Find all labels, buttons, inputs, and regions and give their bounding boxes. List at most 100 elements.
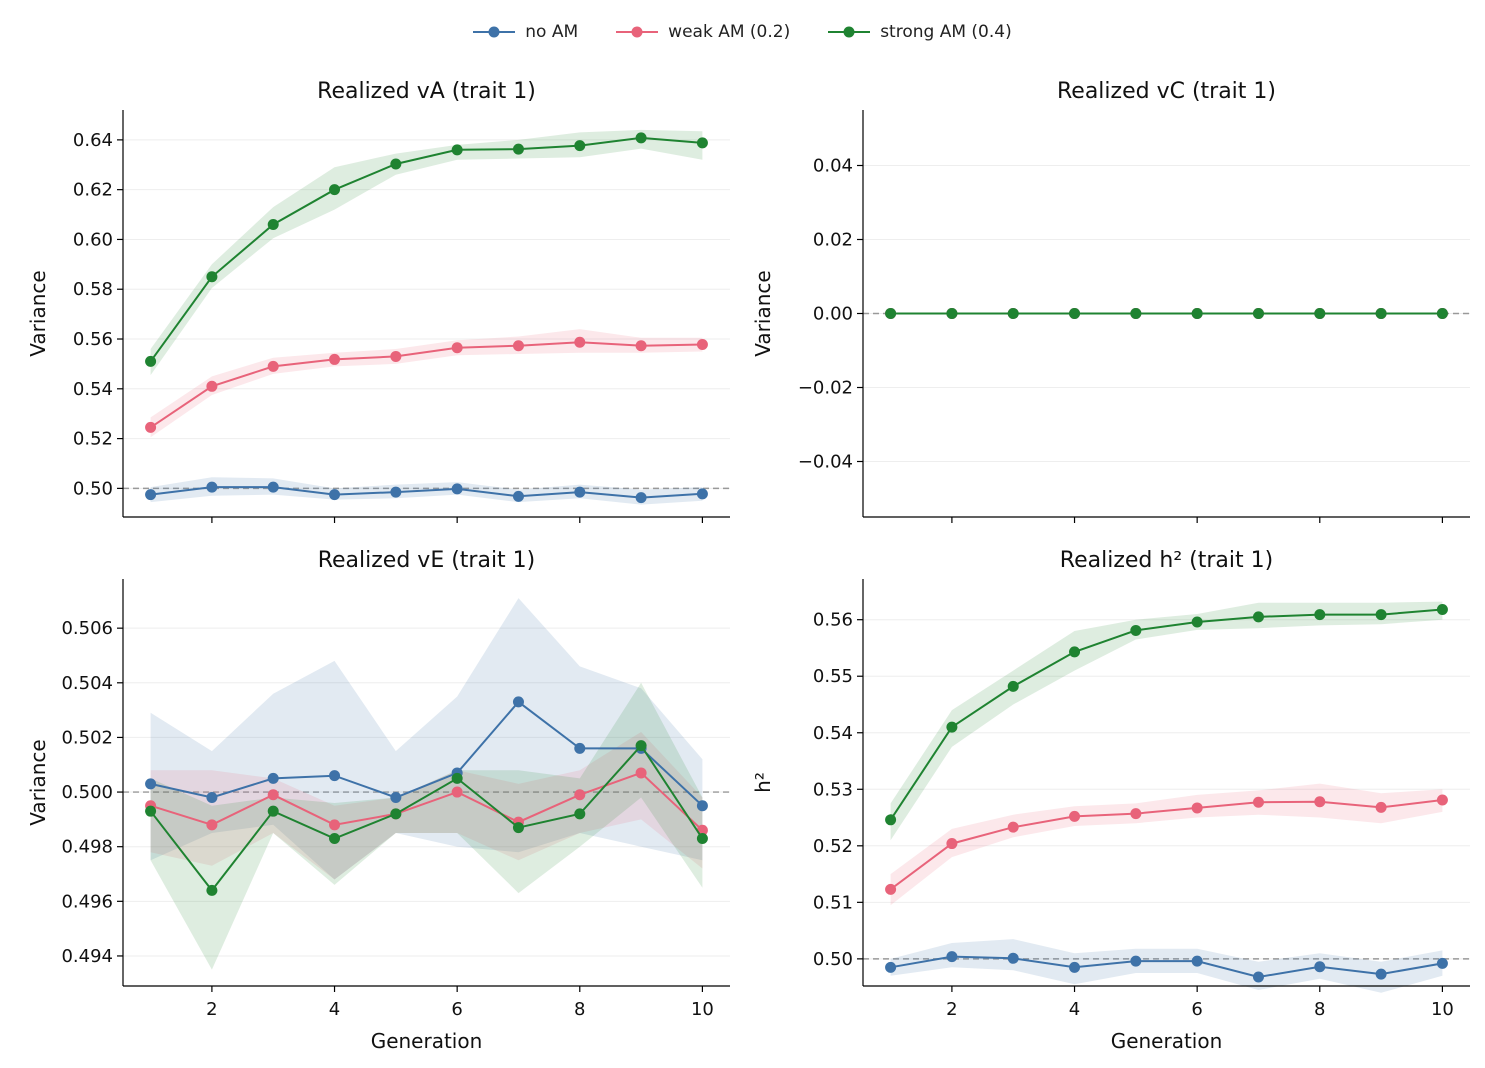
y-tick-label-ve-4: 0.502 <box>61 727 113 748</box>
point-h2-weak-am-10 <box>1436 794 1448 806</box>
legend-item-weak-am: weak AM (0.2) <box>616 22 790 42</box>
point-ve-strong-am-6 <box>451 772 463 784</box>
legend-swatch-weak-am <box>616 26 659 38</box>
point-va-strong-am-6 <box>451 144 463 156</box>
y-tick-label-va-4: 0.58 <box>73 279 113 300</box>
point-h2-weak-am-1 <box>885 883 897 895</box>
point-ve-no-am-10 <box>696 800 708 812</box>
y-tick-label-ve-2: 0.498 <box>61 837 113 858</box>
line-va-weak-am <box>150 341 703 429</box>
panel-va: 0.50 0.52 0.54 0.56 0.58 0.60 0.62 0.64 Realized… <box>26 79 730 523</box>
point-h2-strong-am-6 <box>1191 616 1203 628</box>
point-va-weak-am-10 <box>696 338 708 350</box>
point-h2-weak-am-7 <box>1252 796 1264 808</box>
y-tick-label-h2-5: 0.55 <box>813 666 853 687</box>
point-ve-weak-am-8 <box>574 789 586 801</box>
band-h2-strong-am <box>890 601 1443 841</box>
point-h2-no-am-8 <box>1314 961 1326 973</box>
y-tick-label-ve-0: 0.494 <box>61 946 113 967</box>
point-vc-strong-am-5 <box>1130 308 1142 319</box>
y-tick-label-vc-2: 0.00 <box>813 304 853 325</box>
point-h2-strong-am-10 <box>1436 604 1448 616</box>
y-tick-label-ve-6: 0.506 <box>61 618 113 639</box>
point-va-strong-am-9 <box>635 132 647 144</box>
point-va-weak-am-7 <box>512 340 524 352</box>
point-va-strong-am-3 <box>267 219 279 231</box>
point-h2-weak-am-9 <box>1375 801 1387 813</box>
point-h2-no-am-6 <box>1191 955 1203 967</box>
point-vc-strong-am-6 <box>1191 308 1203 319</box>
y-tick-label-vc-3: 0.02 <box>813 230 853 251</box>
point-ve-weak-am-4 <box>329 819 341 831</box>
point-h2-no-am-2 <box>946 951 958 963</box>
point-h2-strong-am-1 <box>885 814 897 826</box>
x-axis-label-h2: Generation <box>1111 1029 1223 1053</box>
point-ve-strong-am-4 <box>329 832 341 844</box>
point-h2-strong-am-7 <box>1252 611 1264 623</box>
point-vc-strong-am-10 <box>1436 308 1448 319</box>
y-tick-label-h2-0: 0.50 <box>813 949 853 970</box>
point-va-weak-am-6 <box>451 342 463 354</box>
line-ve-no-am <box>150 700 704 807</box>
y-tick-label-va-6: 0.62 <box>73 180 113 201</box>
point-va-no-am-7 <box>512 490 524 502</box>
point-va-weak-am-1 <box>145 421 157 433</box>
point-ve-no-am-3 <box>267 772 279 784</box>
legend-swatch-no-am <box>473 26 516 38</box>
x-tick-label-ve-0: 2 <box>206 999 217 1020</box>
point-h2-strong-am-4 <box>1069 646 1081 658</box>
point-ve-no-am-8 <box>574 742 586 754</box>
point-va-no-am-4 <box>329 489 341 501</box>
point-h2-strong-am-2 <box>946 721 958 733</box>
point-h2-no-am-5 <box>1130 955 1142 967</box>
point-va-weak-am-2 <box>206 380 218 392</box>
point-va-strong-am-4 <box>329 184 341 196</box>
legend-swatch-strong-am <box>828 26 871 38</box>
x-tick-label-h2-3: 8 <box>1314 999 1325 1020</box>
legend-label-no-am: no AM <box>525 22 579 42</box>
x-tick-label-h2-4: 10 <box>1431 999 1454 1020</box>
x-axis-label-ve: Generation <box>371 1029 483 1053</box>
line-ve-weak-am <box>150 771 704 832</box>
panel-vc: −0.04 −0.02 0.00 0.02 0.04 Realized vC (trait… <box>751 79 1470 523</box>
point-va-weak-am-3 <box>267 360 279 372</box>
y-axis-label-h2: h² <box>751 772 775 793</box>
y-tick-label-va-7: 0.64 <box>73 130 113 151</box>
point-h2-weak-am-8 <box>1314 796 1326 808</box>
point-ve-strong-am-5 <box>390 808 402 820</box>
point-ve-strong-am-8 <box>574 808 586 820</box>
point-va-weak-am-9 <box>635 340 647 352</box>
y-tick-label-h2-6: 0.56 <box>813 610 853 631</box>
line-va-no-am <box>150 486 703 499</box>
y-tick-label-va-5: 0.60 <box>73 229 113 250</box>
y-tick-label-va-1: 0.52 <box>73 429 113 450</box>
point-va-no-am-9 <box>635 492 647 504</box>
x-tick-label-h2-2: 6 <box>1191 999 1202 1020</box>
point-h2-strong-am-3 <box>1007 680 1019 692</box>
line-ve-strong-am <box>149 743 704 893</box>
point-ve-no-am-4 <box>329 770 341 782</box>
x-tick-label-ve-4: 10 <box>691 999 714 1020</box>
band-h2-weak-am <box>890 783 1443 906</box>
point-ve-strong-am-1 <box>145 805 157 817</box>
point-h2-weak-am-3 <box>1007 821 1019 833</box>
band-ve-strong-am <box>150 682 703 970</box>
point-va-weak-am-5 <box>390 350 402 362</box>
point-va-no-am-5 <box>390 486 402 498</box>
point-ve-strong-am-7 <box>512 822 524 834</box>
y-tick-label-h2-4: 0.54 <box>813 723 853 744</box>
point-va-strong-am-2 <box>206 271 218 283</box>
point-ve-weak-am-6 <box>451 786 463 798</box>
point-h2-weak-am-4 <box>1069 810 1081 822</box>
point-h2-no-am-7 <box>1252 971 1264 983</box>
y-tick-label-va-3: 0.56 <box>73 329 113 350</box>
y-tick-label-vc-0: −0.04 <box>798 452 853 473</box>
point-va-no-am-6 <box>451 483 463 495</box>
point-ve-no-am-1 <box>145 778 157 790</box>
legend-label-strong-am: strong AM (0.4) <box>880 22 1012 42</box>
x-tick-label-ve-3: 8 <box>574 999 585 1020</box>
point-va-no-am-8 <box>574 486 586 498</box>
y-tick-label-ve-1: 0.496 <box>61 891 113 912</box>
y-tick-label-h2-1: 0.51 <box>813 892 853 913</box>
